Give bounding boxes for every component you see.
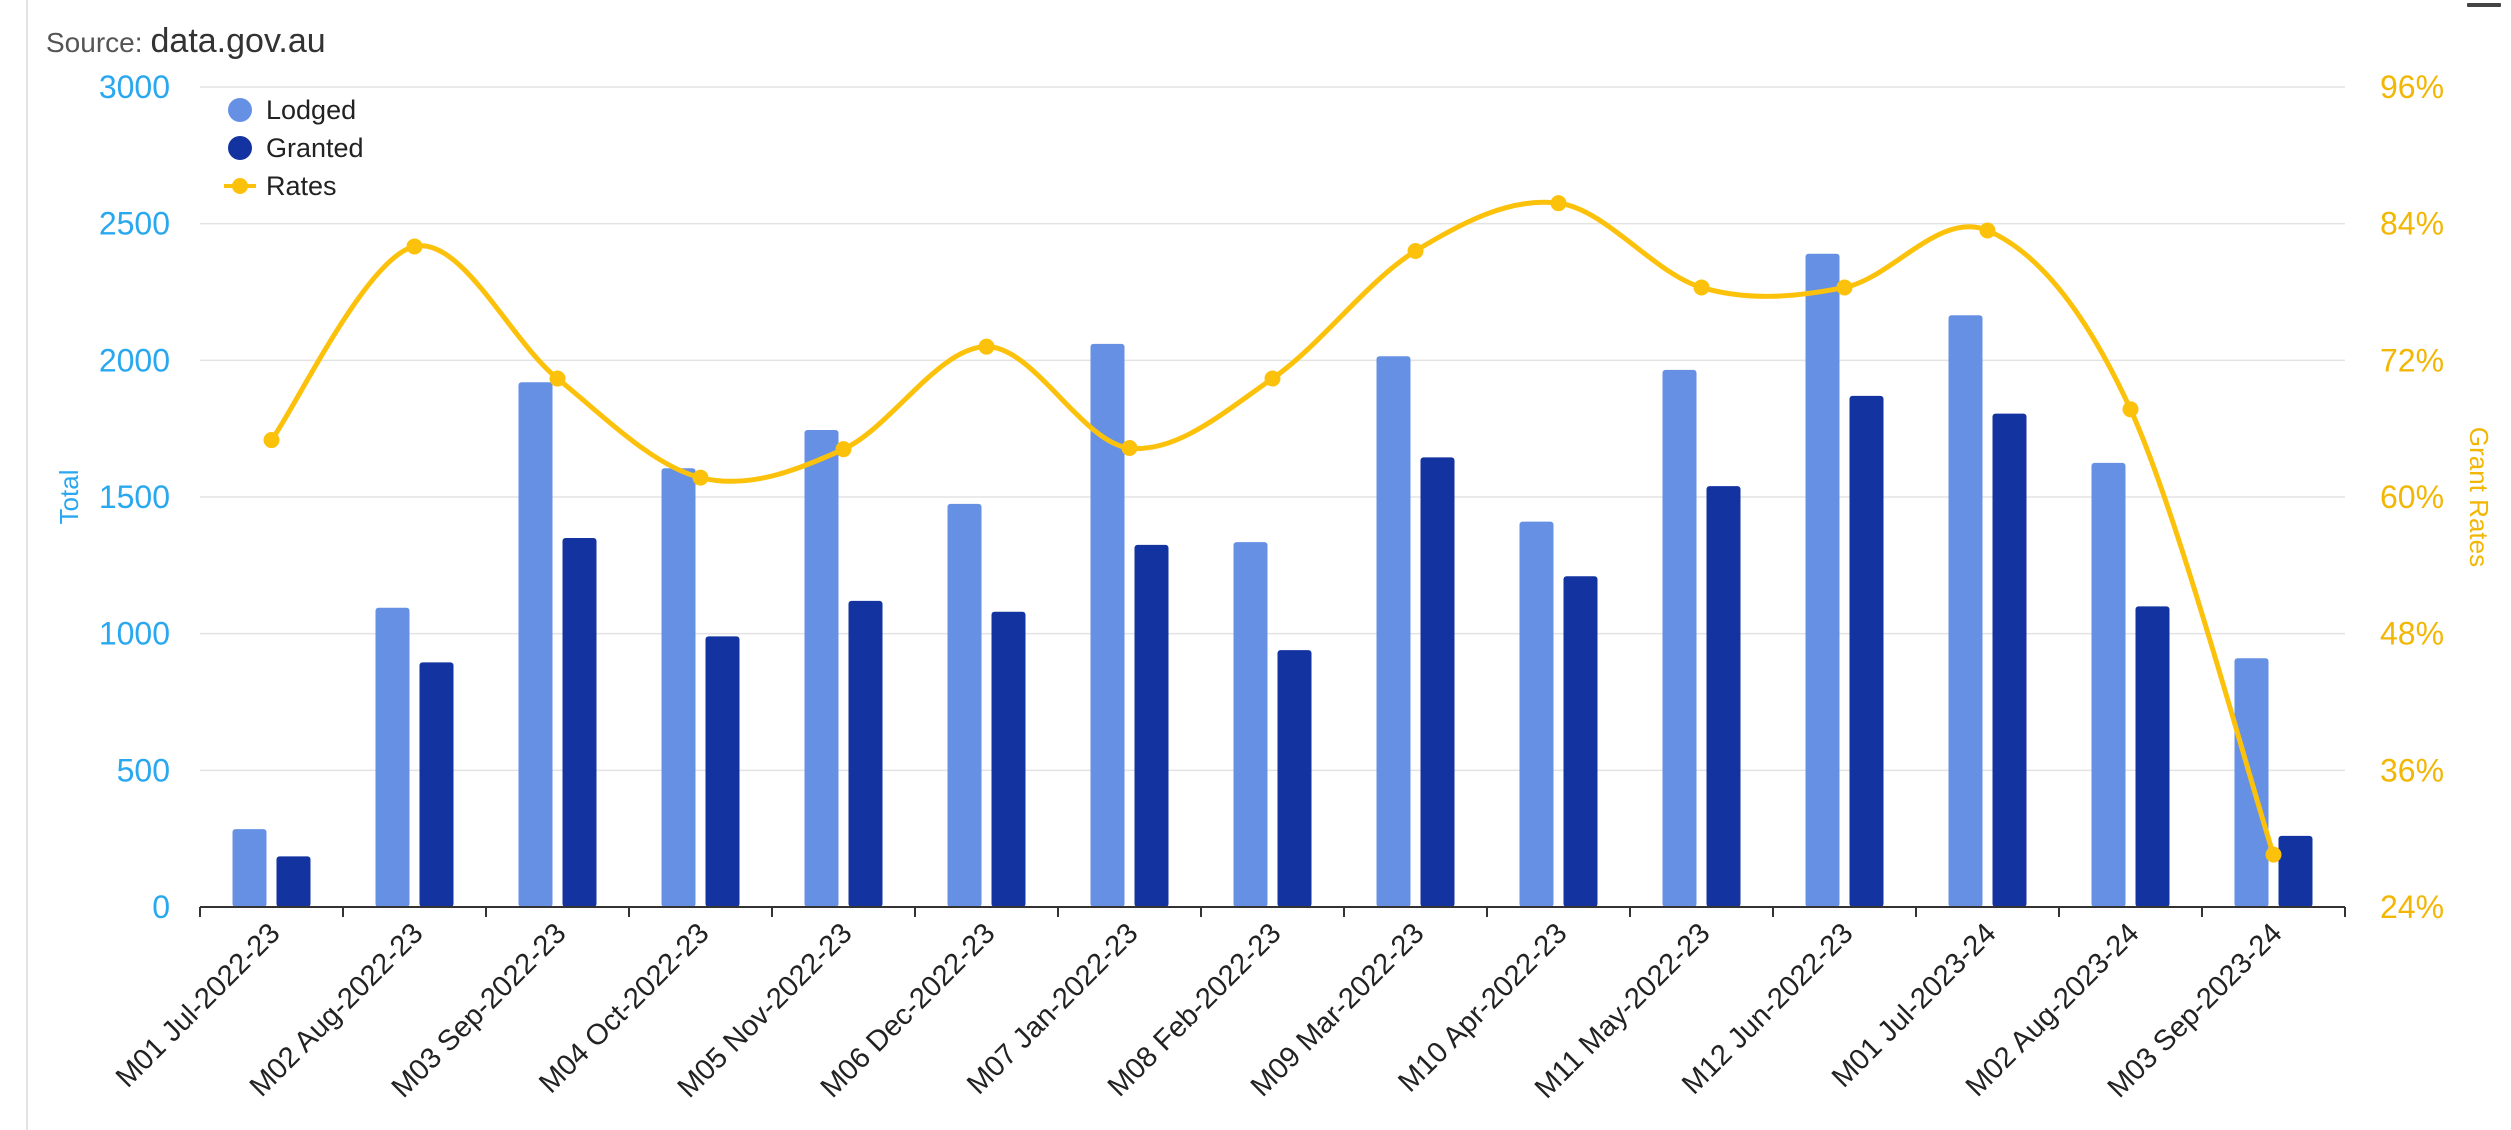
source-value: data.gov.au	[151, 22, 326, 60]
granted-bar	[705, 636, 740, 907]
y2-tick-label: 96%	[2380, 69, 2444, 105]
legend-label: Rates	[266, 171, 337, 201]
y-tick-label: 1500	[99, 479, 170, 515]
panel-border	[26, 0, 28, 1130]
lodged-bar	[1519, 521, 1554, 907]
legend-label: Lodged	[266, 95, 356, 125]
lodged-bar	[1662, 369, 1697, 907]
rates-point	[2265, 846, 2282, 863]
granted-bar	[848, 600, 883, 907]
rates-line	[269, 199, 2276, 856]
lodged-bar	[232, 829, 267, 907]
lodged-bar	[1948, 315, 1983, 907]
rates-point	[1693, 279, 1710, 296]
y-tick-label: 0	[152, 889, 170, 925]
lodged-bar	[947, 503, 982, 907]
rates-point	[1264, 370, 1281, 387]
y2-tick-label: 60%	[2380, 479, 2444, 515]
rates-point	[2122, 401, 2139, 418]
legend-marker	[232, 178, 248, 194]
legend-marker	[228, 136, 252, 160]
granted-bar	[1992, 413, 2027, 907]
rates-point	[1121, 440, 1138, 457]
lodged-bar	[1376, 356, 1411, 907]
rates-point	[406, 238, 423, 255]
rates-point	[692, 469, 709, 486]
granted-bar	[1420, 457, 1455, 907]
y2-tick-label: 84%	[2380, 206, 2444, 242]
lodged-bar	[1090, 343, 1125, 907]
y-tick-label: 2000	[99, 342, 170, 378]
source-text: Source: data.gov.au	[46, 22, 326, 60]
bar-series	[232, 253, 2313, 907]
hamburger-menu-icon[interactable]	[2467, 0, 2501, 10]
y2-tick-label: 48%	[2380, 616, 2444, 652]
lodged-bar	[804, 430, 839, 907]
y2-tick-label: 36%	[2380, 752, 2444, 788]
y-tick-label: 500	[117, 752, 170, 788]
y-tick-label: 2500	[99, 206, 170, 242]
lodged-bar	[1233, 542, 1268, 907]
rates-point	[1836, 279, 1853, 296]
y-tick-label: 1000	[99, 616, 170, 652]
legend: Lodged Granted Rates	[224, 95, 364, 201]
lodged-bar	[1805, 253, 1840, 907]
granted-bar	[276, 856, 311, 907]
granted-bar	[1563, 576, 1598, 907]
granted-bar	[1134, 544, 1169, 907]
y-tick-label: 3000	[99, 69, 170, 105]
lodged-bar	[2091, 462, 2126, 907]
rates-point	[1550, 195, 1567, 212]
source-label: Source:	[46, 27, 143, 58]
rates-point	[835, 441, 852, 458]
lodged-bar	[375, 607, 410, 907]
granted-bar	[562, 538, 597, 907]
rates-point	[549, 370, 566, 387]
granted-bar	[419, 662, 454, 907]
legend-label: Granted	[266, 133, 364, 163]
rates-point	[1979, 222, 1996, 239]
granted-bar	[991, 611, 1026, 907]
y2-tick-label: 72%	[2380, 342, 2444, 378]
granted-bar	[1706, 486, 1741, 907]
rates-point	[978, 338, 995, 355]
y-axis-title: Total	[54, 470, 84, 525]
granted-bar	[1849, 395, 1884, 907]
rates-point	[263, 432, 280, 449]
granted-bar	[1277, 650, 1312, 907]
y2-tick-label: 24%	[2380, 889, 2444, 925]
rates-line-series	[263, 195, 2282, 863]
granted-bar	[2278, 835, 2313, 907]
lodged-bar	[518, 382, 553, 907]
rates-point	[1407, 243, 1424, 259]
y2-axis-title: Grant Rates	[2464, 427, 2494, 567]
lodged-bar	[661, 468, 696, 907]
granted-bar	[2135, 606, 2170, 907]
legend-marker	[228, 98, 252, 122]
